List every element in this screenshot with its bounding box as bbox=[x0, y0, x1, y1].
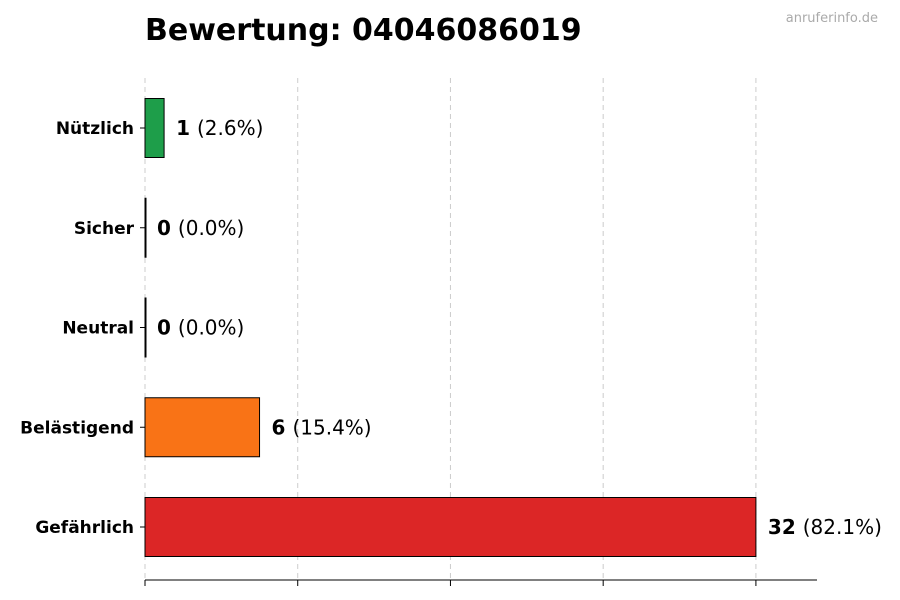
value-count: 32 bbox=[768, 515, 796, 539]
value-label: 1 (2.6%) bbox=[176, 116, 263, 140]
value-percent: (2.6%) bbox=[197, 116, 263, 140]
bar bbox=[144, 197, 147, 258]
value-count: 1 bbox=[176, 116, 190, 140]
bar bbox=[144, 497, 757, 557]
category-label: Sicher bbox=[74, 219, 135, 239]
category-label: Belästigend bbox=[20, 418, 134, 438]
value-label: 0 (0.0%) bbox=[157, 316, 244, 340]
value-count: 6 bbox=[272, 415, 286, 439]
value-percent: (0.0%) bbox=[178, 216, 244, 240]
category-label: Nützlich bbox=[56, 119, 134, 139]
value-count: 0 bbox=[157, 216, 171, 240]
bar bbox=[144, 397, 261, 458]
value-label: 32 (82.1%) bbox=[768, 515, 882, 539]
value-count: 0 bbox=[157, 316, 171, 340]
axes bbox=[140, 127, 817, 586]
grid-lines bbox=[144, 78, 757, 580]
chart-title: Bewertung: 04046086019 bbox=[145, 13, 582, 48]
value-label: 0 (0.0%) bbox=[157, 216, 244, 240]
bar bbox=[144, 98, 165, 158]
labels: Nützlich 1 (2.6%) Sicher 0 (0.0%) Neutral 0 (0.0… bbox=[20, 116, 882, 539]
value-label: 6 (15.4%) bbox=[272, 415, 372, 439]
value-percent: (0.0%) bbox=[178, 316, 244, 340]
value-percent: (15.4%) bbox=[292, 415, 371, 439]
category-label: Neutral bbox=[62, 319, 134, 339]
value-percent: (82.1%) bbox=[803, 515, 882, 539]
bar bbox=[144, 297, 147, 358]
category-label: Gefährlich bbox=[35, 518, 134, 538]
bars bbox=[144, 98, 757, 557]
source-watermark: anruferinfo.de bbox=[786, 11, 878, 26]
